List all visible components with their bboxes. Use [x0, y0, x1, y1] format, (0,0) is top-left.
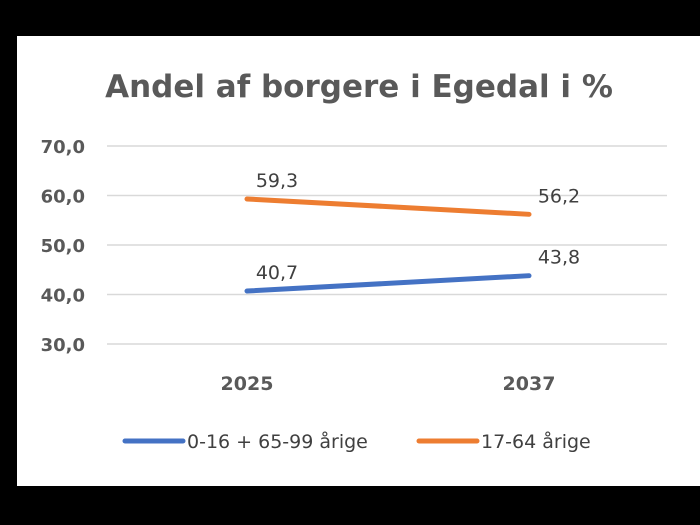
y-tick-label: 50,0 [41, 236, 85, 257]
line-chart: Andel af borgere i Egedal i % 70,0 60,0 50… [41, 69, 667, 453]
data-label: 43,8 [538, 247, 580, 269]
legend-label: 17-64 årige [481, 430, 591, 453]
y-tick-label: 70,0 [41, 137, 85, 158]
data-label: 56,2 [538, 185, 580, 207]
x-category-label: 2025 [221, 373, 274, 395]
series-line [244, 273, 532, 294]
y-tick-label: 60,0 [41, 187, 85, 208]
gridlines [107, 145, 667, 345]
y-tick-label: 30,0 [41, 335, 85, 356]
series-lines [244, 196, 532, 294]
series-line [244, 196, 532, 217]
chart-panel: Andel af borgere i Egedal i % 70,0 60,0 50… [17, 36, 700, 486]
data-labels: 40,7 43,8 59,3 56,2 [256, 170, 580, 284]
data-label: 40,7 [256, 262, 298, 284]
y-tick-label: 40,0 [41, 286, 85, 307]
data-label: 59,3 [256, 170, 298, 192]
x-category-label: 2037 [503, 373, 556, 395]
legend-label: 0-16 + 65-99 årige [187, 430, 368, 453]
legend: 0-16 + 65-99 årige 17-64 årige [122, 430, 591, 453]
y-axis-ticks: 70,0 60,0 50,0 40,0 30,0 [41, 137, 85, 356]
chart-title: Andel af borgere i Egedal i % [105, 69, 613, 105]
x-axis-categories: 2025 2037 [221, 373, 556, 395]
